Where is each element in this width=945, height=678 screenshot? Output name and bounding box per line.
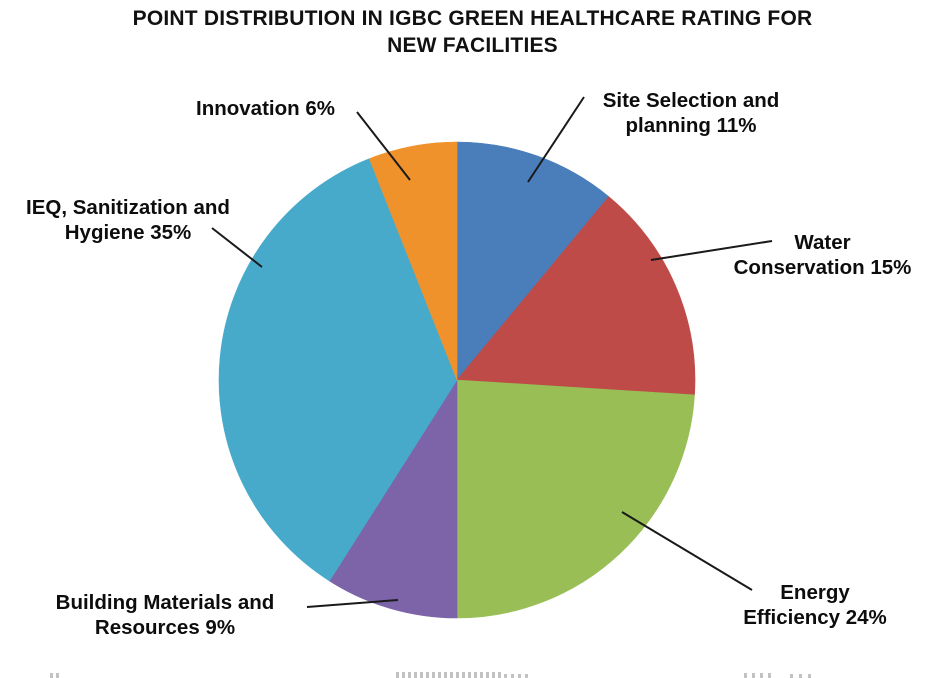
scan-artifact-mark bbox=[799, 674, 802, 678]
scan-artifact-mark bbox=[768, 673, 771, 678]
pie-slice bbox=[218, 158, 458, 582]
scan-artifact-mark bbox=[56, 673, 59, 678]
scan-artifact-mark bbox=[402, 672, 405, 678]
leader-line-energy-efficiency bbox=[621, 511, 753, 591]
slice-label-energy-efficiency: Energy Efficiency 24% bbox=[743, 581, 887, 629]
scan-artifact-mark bbox=[504, 674, 507, 678]
scan-artifact-mark bbox=[408, 672, 411, 678]
scan-artifact-mark bbox=[414, 672, 417, 678]
scan-artifact-mark bbox=[498, 672, 501, 678]
pie-slice bbox=[369, 141, 458, 381]
scan-artifact-mark bbox=[790, 674, 793, 678]
scan-artifact-mark bbox=[426, 672, 429, 678]
scan-artifact-mark bbox=[432, 672, 435, 678]
scan-artifact-mark bbox=[518, 674, 521, 678]
slice-label-water-conservation: Water Conservation 15% bbox=[733, 231, 912, 279]
scan-artifact-mark bbox=[450, 672, 453, 678]
leader-line-building-materials bbox=[306, 599, 399, 608]
slice-label-building-materials: Building Materials and Resources 9% bbox=[55, 591, 275, 639]
slice-label-site-selection: Site Selection and planning 11% bbox=[602, 89, 780, 137]
scan-artifact-mark bbox=[456, 672, 459, 678]
pie-slice bbox=[456, 196, 696, 396]
leader-line-water-conservation bbox=[650, 240, 773, 261]
scan-artifact-mark bbox=[468, 672, 471, 678]
scan-artifact-mark bbox=[525, 674, 528, 678]
scan-artifact-mark bbox=[492, 672, 495, 678]
scan-artifact-mark bbox=[396, 672, 399, 678]
pie-slice-group bbox=[218, 141, 696, 619]
pie-slice bbox=[456, 379, 695, 619]
scan-artifact-mark bbox=[438, 672, 441, 678]
leader-line-ieq bbox=[211, 227, 263, 268]
leader-line-group bbox=[211, 96, 773, 608]
scan-artifact-mark bbox=[486, 672, 489, 678]
slice-label-ieq: IEQ, Sanitization and Hygiene 35% bbox=[26, 196, 230, 244]
scan-artifact-mark bbox=[462, 672, 465, 678]
page-title-line-1: POINT DISTRIBUTION IN IGBC GREEN HEALTHC… bbox=[132, 7, 813, 30]
slice-label-innovation: Innovation 6% bbox=[196, 97, 335, 120]
scan-artifact-mark bbox=[511, 674, 514, 678]
leader-line-innovation bbox=[356, 111, 411, 181]
scan-artifact-mark bbox=[752, 673, 755, 678]
scan-artifact-mark bbox=[480, 672, 483, 678]
scan-artifact-mark bbox=[808, 674, 811, 678]
page-title: POINT DISTRIBUTION IN IGBC GREEN HEALTHC… bbox=[0, 6, 945, 60]
scan-artifact-mark bbox=[420, 672, 423, 678]
scan-artifact-mark bbox=[444, 672, 447, 678]
page-title-line-2: NEW FACILITIES bbox=[387, 33, 558, 57]
pie-slice bbox=[329, 378, 458, 619]
leader-line-site-selection bbox=[527, 96, 585, 183]
scan-artifact-mark bbox=[50, 673, 53, 678]
scan-artifact-mark bbox=[760, 673, 763, 678]
scan-artifact-mark bbox=[474, 672, 477, 678]
pie-slice bbox=[456, 141, 610, 381]
scan-artifact-strip bbox=[0, 664, 945, 678]
scan-artifact-mark bbox=[744, 673, 747, 678]
